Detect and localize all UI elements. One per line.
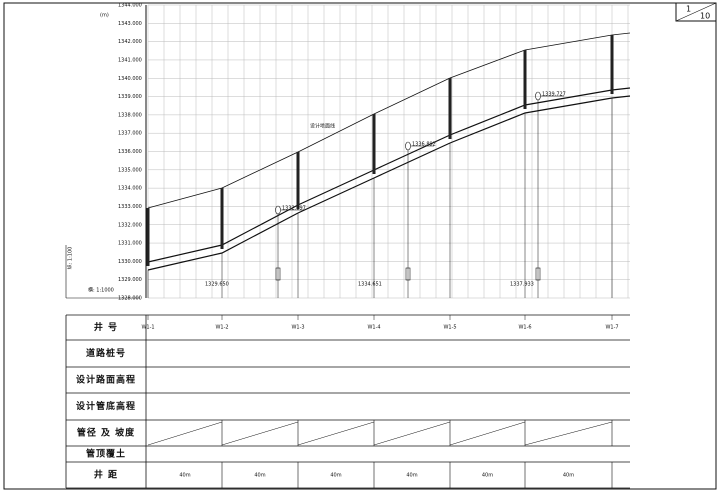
axis-label: 1342.000 (118, 39, 142, 45)
axis-label: 1339.000 (118, 94, 142, 100)
invert-mark: 1337.933 (510, 282, 534, 288)
manhole (220, 188, 224, 249)
axis-label: 1344.000 (118, 3, 142, 9)
spacing: 40m (330, 473, 341, 479)
manhole (372, 114, 376, 174)
axis-label: 1329.000 (118, 277, 142, 283)
frame (3, 2, 717, 490)
marker (535, 91, 541, 101)
row-label: 井 号 (94, 321, 118, 333)
axis-label: 1331.000 (118, 241, 142, 247)
axis-label: 1343.000 (118, 21, 142, 27)
scale-h: 横: 1:1000 (88, 287, 114, 294)
row-label: 管顶覆土 (86, 448, 126, 460)
axis-label: 1333.000 (118, 204, 142, 210)
elevation-mark: 1336.892 (412, 142, 436, 148)
slope-line (524, 421, 613, 446)
elevation-mark: 1332.397 (282, 206, 306, 212)
axis-label: 1332.000 (118, 222, 142, 228)
slope-line (449, 421, 526, 446)
elevation-mark: 1339.727 (542, 92, 566, 98)
well-label: W1-5 (443, 325, 456, 331)
ground-line (147, 32, 631, 209)
well-label: W1-1 (141, 325, 154, 331)
axis-label: 1340.000 (118, 76, 142, 82)
marker-box (405, 267, 411, 281)
spacing: 40m (482, 473, 493, 479)
sheet-divider (675, 2, 717, 22)
marker-box (535, 267, 541, 281)
spacing: 40m (179, 473, 190, 479)
row-label: 设计管底高程 (76, 400, 136, 412)
row-label: 井 距 (94, 469, 118, 481)
well-label: W1-6 (518, 325, 531, 331)
manhole (146, 208, 150, 266)
spacing: 40m (406, 473, 417, 479)
sheet-number: 1 (686, 5, 691, 14)
axis-label: 1335.000 (118, 167, 142, 173)
invert-mark: 1329.650 (205, 282, 229, 288)
spacing: 40m (254, 473, 265, 479)
row-label: 管径 及 坡度 (77, 427, 135, 439)
invert-mark: 1334.651 (358, 282, 382, 288)
marker (405, 141, 411, 151)
axis-label: 1338.000 (118, 112, 142, 118)
sheet-total: 10 (700, 12, 710, 21)
axis-label: 1328.000 (118, 296, 142, 302)
manhole (448, 78, 452, 139)
axis-unit: (m) (100, 13, 109, 19)
row-label: 道路桩号 (86, 347, 126, 359)
ground-label: 设计地面线 (310, 123, 335, 130)
axis-label: 1336.000 (118, 149, 142, 155)
manhole (296, 152, 300, 209)
axis-label: 1334.000 (118, 186, 142, 192)
slope-line (147, 421, 223, 446)
well-label: W1-3 (291, 325, 304, 331)
axis-label: 1337.000 (118, 131, 142, 137)
spacing: 40m (563, 473, 574, 479)
pipe-bottom (147, 95, 631, 271)
well-label: W1-4 (367, 325, 380, 331)
sheet-box (675, 2, 717, 22)
axis-label: 1341.000 (118, 57, 142, 63)
axis-label: 1330.000 (118, 259, 142, 265)
slope-line (221, 421, 299, 446)
slope-line (373, 421, 451, 446)
well-label: W1-2 (215, 325, 228, 331)
manhole (523, 50, 527, 109)
manhole (610, 35, 614, 94)
pipe-top (147, 87, 631, 263)
scale-v: 纵: 1:100 (68, 247, 74, 270)
slope-line (297, 421, 375, 446)
row-label: 设计路面高程 (76, 374, 136, 386)
marker-box (275, 267, 281, 281)
well-label: W1-7 (605, 325, 618, 331)
